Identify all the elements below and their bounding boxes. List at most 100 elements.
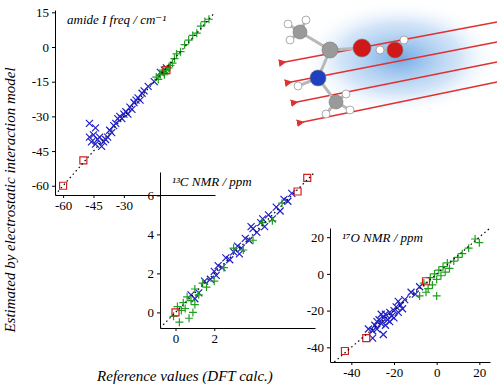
plot-area <box>334 228 490 362</box>
y-tick-mark <box>327 237 330 238</box>
y-axis: -40 -20 0 20 <box>307 229 331 363</box>
point <box>191 285 199 293</box>
point <box>441 268 449 276</box>
point <box>380 331 387 338</box>
panel-title: ¹³C NMR / ppm <box>172 174 252 189</box>
plot-area <box>55 12 215 195</box>
y-axis-title: Estimated by electrostatic interaction m… <box>2 67 18 333</box>
point <box>183 293 191 301</box>
x-tick-label: 2 <box>212 331 219 346</box>
panel: -40-20020-40-20020¹⁷O NMR / ppm <box>307 228 491 380</box>
point <box>278 199 286 207</box>
point <box>60 182 67 189</box>
atom <box>376 46 384 54</box>
point <box>160 71 168 79</box>
atom <box>310 70 326 86</box>
point <box>423 278 430 285</box>
reference-line <box>334 228 490 362</box>
y-tick-mark <box>157 234 160 235</box>
point <box>416 292 424 300</box>
point <box>437 272 445 280</box>
y-tick-label: 2 <box>148 266 155 281</box>
point <box>137 97 144 104</box>
point <box>378 311 385 318</box>
y-tick-label: 4 <box>148 227 155 242</box>
point <box>475 239 483 247</box>
atom <box>322 110 330 118</box>
y-tick: 0 <box>148 305 161 320</box>
y-tick-mark <box>157 195 160 196</box>
y-tick: 15 <box>36 5 55 20</box>
point <box>236 250 243 257</box>
y-tick-mark <box>157 312 160 313</box>
point <box>277 208 284 215</box>
point <box>422 288 430 296</box>
x-tick-label: -30 <box>116 198 133 213</box>
y-tick-label: 0 <box>148 305 155 320</box>
x-tick: -40 <box>343 362 360 380</box>
y-tick: -40 <box>307 340 330 355</box>
y-axis-line <box>55 11 56 196</box>
y-axis: 0 2 4 6 <box>148 173 161 329</box>
field-arrow <box>285 22 497 62</box>
y-tick: 4 <box>148 227 161 242</box>
point <box>435 266 443 274</box>
field-glow <box>300 0 500 116</box>
x-axis-title: Reference values (DFT calc.) <box>96 368 273 385</box>
y-tick: 20 <box>311 230 330 245</box>
x-tick: -20 <box>386 362 403 380</box>
point <box>92 124 99 131</box>
y-tick-label: -15 <box>32 74 49 89</box>
x-tick-label: 20 <box>473 365 486 380</box>
panel-title: amide I freq / cm⁻¹ <box>67 12 166 27</box>
y-tick: -15 <box>32 74 55 89</box>
y-tick-mark <box>327 274 330 275</box>
y-tick: -30 <box>32 109 55 124</box>
point <box>373 318 380 325</box>
y-tick-label: -20 <box>307 303 324 318</box>
y-tick-mark <box>52 47 55 48</box>
y-tick-mark <box>52 12 55 13</box>
plot-area <box>160 172 315 328</box>
y-tick-label: -45 <box>32 144 49 159</box>
y-tick-label: -60 <box>32 178 49 193</box>
y-tick-mark <box>327 347 330 348</box>
molecule-graphic <box>284 0 500 122</box>
atom <box>346 106 354 114</box>
point <box>424 285 432 293</box>
y-tick-label: 6 <box>148 188 155 203</box>
point <box>373 325 380 332</box>
point <box>371 322 378 329</box>
x-axis: -40 -20 0 20 <box>331 362 491 380</box>
atom <box>400 36 408 44</box>
point <box>445 264 453 272</box>
x-tick-label: -60 <box>55 198 72 213</box>
y-tick: 6 <box>148 188 161 203</box>
y-tick-label: 0 <box>318 267 325 282</box>
atom <box>294 82 302 90</box>
x-tick: 0 <box>434 362 441 380</box>
point <box>443 259 451 267</box>
x-axis: 02 <box>161 328 316 346</box>
point <box>189 308 197 316</box>
point <box>294 188 301 195</box>
x-axis: -60 -45 -30 <box>55 195 216 213</box>
y-tick-label: 0 <box>43 40 50 55</box>
y-axis-line <box>330 229 331 363</box>
x-axis-line <box>161 328 316 329</box>
atom <box>302 16 310 24</box>
x-axis-line <box>56 195 216 196</box>
point <box>181 41 189 49</box>
x-tick-label: 0 <box>434 365 441 380</box>
y-tick-mark <box>52 82 55 83</box>
x-tick-label: 0 <box>173 331 180 346</box>
reference-line <box>55 12 215 195</box>
atom <box>329 95 343 109</box>
x-tick-label: -45 <box>85 198 102 213</box>
x-axis-line <box>331 362 491 363</box>
y-tick: 0 <box>43 40 56 55</box>
point <box>86 120 93 127</box>
y-tick-mark <box>52 151 55 152</box>
atom <box>293 25 307 39</box>
point <box>168 59 176 67</box>
